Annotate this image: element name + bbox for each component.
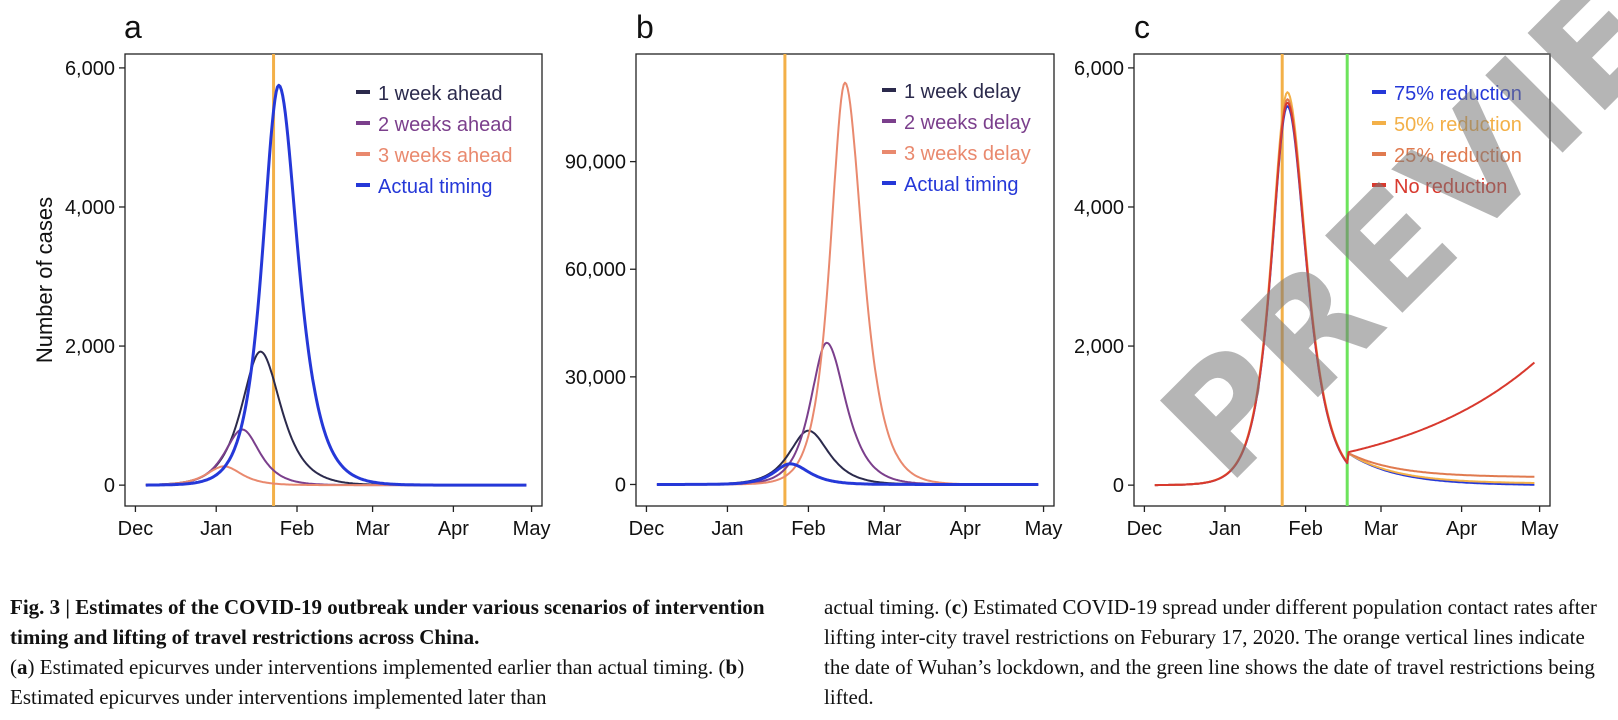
panel-b-legend-label: 1 week delay — [904, 81, 1021, 103]
panel-a-legend-label: 1 week ahead — [378, 83, 503, 105]
panel-b-x-tick-label: May — [1025, 518, 1063, 540]
panel-a-series-line — [145, 350, 527, 487]
panel-b-letter: b — [636, 9, 654, 45]
panel-a-y-tick-label: 4,000 — [65, 197, 115, 219]
caption-right: actual timing. (c) Estimated COVID-19 sp… — [824, 592, 1614, 712]
panel-b-x-tick-label: Apr — [950, 518, 981, 540]
panel-c-x-tick-label: May — [1521, 518, 1559, 540]
panel-a-x-tick-label: Feb — [280, 518, 314, 540]
panel-a-x-tick-label: Apr — [438, 518, 469, 540]
panel-a-y-tick-label: 6,000 — [65, 58, 115, 80]
panel-a-x-tick-label: Dec — [118, 518, 154, 540]
panel-c-y-tick-label: 0 — [1113, 475, 1124, 497]
panel-b-y-tick-label: 90,000 — [565, 152, 626, 174]
panel-c-x-tick-label: Mar — [1364, 518, 1399, 540]
panel-a-x-tick-label: Jan — [200, 518, 232, 540]
panel-b-x-tick-label: Jan — [711, 518, 743, 540]
caption-a-open: ( — [10, 655, 17, 679]
caption-right-start: actual timing. ( — [824, 595, 952, 619]
caption-b-letter: b — [725, 655, 738, 679]
panel-a-y-tick-label: 0 — [104, 475, 115, 497]
panel-c-letter: c — [1134, 9, 1150, 45]
panel-c-series-line — [1154, 101, 1536, 487]
caption-title: Estimates of the COVID-19 outbreak under… — [10, 595, 765, 649]
caption-a-letter: a — [17, 655, 28, 679]
panel-c-x-tick-label: Apr — [1446, 518, 1477, 540]
panel-c-legend-label: 50% reduction — [1394, 114, 1522, 136]
panel-c-frame — [1133, 53, 1551, 507]
panel-c-y-tick-label: 6,000 — [1074, 58, 1124, 80]
panel-b-y-tick-label: 0 — [615, 474, 626, 496]
panel-c-legend-label: 25% reduction — [1394, 145, 1522, 167]
panel-b-x-tick-label: Mar — [867, 518, 902, 540]
panel-a-frame — [124, 53, 543, 507]
panel-a-series-line — [145, 83, 527, 487]
panel-c-legend-label: 75% reduction — [1394, 83, 1522, 105]
panel-c-x-tick-label: Jan — [1209, 518, 1241, 540]
panel-a-legend-label: 3 weeks ahead — [378, 145, 513, 167]
panel-c-y-tick-label: 2,000 — [1074, 336, 1124, 358]
panel-b-frame — [635, 53, 1055, 507]
panel-b-legend-label: 3 weeks delay — [904, 143, 1031, 165]
panel-b-series-line — [656, 429, 1039, 486]
panel-b-legend-label: 2 weeks delay — [904, 112, 1031, 134]
panel-b-y-tick-label: 30,000 — [565, 367, 626, 389]
caption-fig-label: Fig. 3 | — [10, 595, 76, 619]
panel-b-y-tick-label: 60,000 — [565, 259, 626, 281]
caption-a-text: ) Estimated epicurves under intervention… — [27, 655, 726, 679]
caption-c-letter: c — [951, 595, 962, 619]
caption-left: Fig. 3 | Estimates of the COVID-19 outbr… — [10, 592, 790, 712]
panel-c-x-tick-label: Dec — [1127, 518, 1163, 540]
panel-a-letter: a — [124, 9, 142, 45]
panel-b-x-tick-label: Feb — [791, 518, 825, 540]
panel-a-y-tick-label: 2,000 — [65, 336, 115, 358]
caption-b-text: ) Estimated epicurves under intervention… — [10, 655, 745, 709]
panel-c-y-tick-label: 4,000 — [1074, 197, 1124, 219]
y-axis-label: Number of cases — [32, 197, 57, 363]
panel-b-series-line — [656, 462, 1039, 486]
figure-3: a 0 2,000 4,000 6,000 Dec Jan Feb Mar Apr May 1 wee… — [32, 9, 1559, 540]
panel-a-x-tick-label: Mar — [355, 518, 390, 540]
panel-b-series-line — [656, 341, 1039, 486]
panel-c-legend-label: No reduction — [1394, 176, 1507, 198]
panel-b-legend-label: Actual timing — [904, 174, 1019, 196]
panel-b-x-tick-label: Dec — [629, 518, 665, 540]
caption-c-text: ) Estimated COVID-19 spread under differ… — [824, 595, 1597, 709]
panel-a-legend-label: Actual timing — [378, 176, 493, 198]
panel-a-legend-label: 2 weeks ahead — [378, 114, 513, 136]
panel-c-x-tick-label: Feb — [1288, 518, 1322, 540]
panel-a-x-tick-label: May — [513, 518, 551, 540]
